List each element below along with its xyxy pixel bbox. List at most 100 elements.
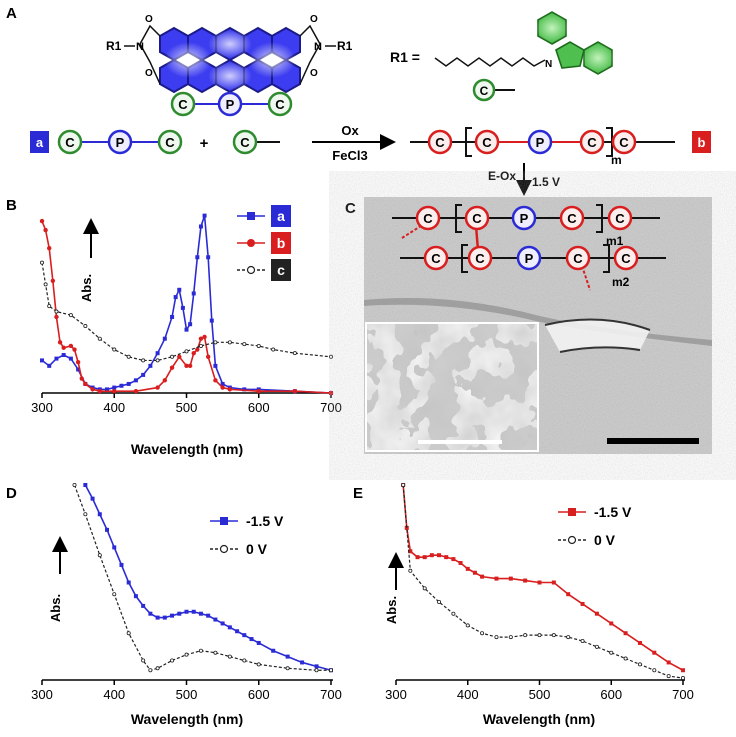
data-point [437,600,442,605]
data-point [126,381,131,386]
data-point [422,586,427,591]
legend-marker [247,212,255,220]
data-point [242,658,247,663]
r1-definition: R1 = N C [390,11,614,102]
legend-marker [219,544,229,554]
chart-b: 300 400 500 600 700 abc [31,205,342,415]
data-point [551,633,556,638]
data-point [681,676,686,681]
data-point [666,660,671,665]
data-point [404,525,409,530]
data-point [242,342,247,347]
x-tick-label: 400 [457,687,479,702]
svg-text:C: C [615,211,625,226]
data-point [328,390,334,396]
data-point [61,345,66,350]
data-point [119,383,124,388]
data-point [155,385,160,390]
data-point [170,314,175,319]
legend-marker [567,535,577,545]
data-point [444,555,449,560]
legend-box [271,232,291,254]
data-point [609,650,614,655]
data-point [408,568,413,573]
data-point [408,549,413,554]
legend-label: 0 V [246,541,268,557]
data-point [184,652,189,657]
repeat-m: m [611,153,622,167]
data-point [90,496,95,501]
legend-label: -1.5 V [246,513,284,529]
data-point [401,482,406,487]
plus-sign: + [200,135,209,152]
svg-text:C: C [178,97,188,112]
panel-label-a: A [6,5,17,22]
data-point [170,613,175,618]
svg-text:C: C [435,135,445,150]
node-p [527,129,553,155]
data-point [39,218,45,224]
data-point [72,347,77,352]
imide-n-left: N [136,41,144,53]
data-point [213,378,218,383]
data-point [415,555,420,560]
data-point [508,576,513,581]
abs-label: Abs. [79,274,94,302]
svg-text:P: P [536,135,545,150]
data-point [227,387,233,392]
data-point [220,381,225,386]
data-point [198,611,203,616]
data-point [47,363,52,368]
data-point [292,388,298,394]
crosslinked-polymer-schematic: C C P C C m1 C C P C C m2 [392,204,666,291]
data-point [202,213,207,218]
node-c [267,91,293,117]
legend-box [271,259,291,281]
data-point [57,340,63,345]
svg-text:C: C [475,251,485,266]
data-point [220,621,225,626]
panel-c: C [345,197,712,454]
r1-right: R1 [337,39,353,53]
x-tick-label: 300 [31,400,53,415]
data-point [566,592,571,597]
data-point [220,385,225,390]
data-point [271,347,276,352]
perylene-diimide-structure [159,26,301,94]
scale-bar-main [607,438,699,444]
node-c [57,129,83,155]
svg-text:b: b [698,135,706,150]
carbonyl-o-bottom-left: O [145,68,153,79]
x-axis-label-e: Wavelength (nm) [483,711,595,727]
tag-a [30,131,49,153]
data-point [451,611,456,616]
tem-inset [366,323,538,451]
inset-frame [365,322,539,452]
data-point [235,629,240,634]
legend-marker [246,265,256,275]
data-point [50,278,56,283]
data-point [162,336,167,341]
carbonyl-o-bottom-right: O [310,68,318,79]
data-point [523,578,528,583]
legend-box [271,205,291,227]
data-point [227,340,232,345]
data-point [580,639,585,644]
data-point [83,324,88,329]
data-point [83,483,88,487]
data-point [97,512,102,517]
panel-e: E Abs. 300 400 500 600 700 -1.5 V 0 V Waveleng… [353,482,694,727]
data-point [141,372,146,377]
panel-label-b: B [6,197,17,214]
carbazole-structure [536,11,614,75]
data-point [198,336,204,341]
x-tick-label: 500 [529,687,551,702]
data-point [594,611,599,616]
data-point [328,354,333,359]
x-axis-label-d: Wavelength (nm) [131,711,243,727]
data-point [437,553,442,558]
node-c [579,129,605,155]
legend-label: a [277,208,285,224]
data-point [480,574,485,579]
data-point [422,555,427,560]
